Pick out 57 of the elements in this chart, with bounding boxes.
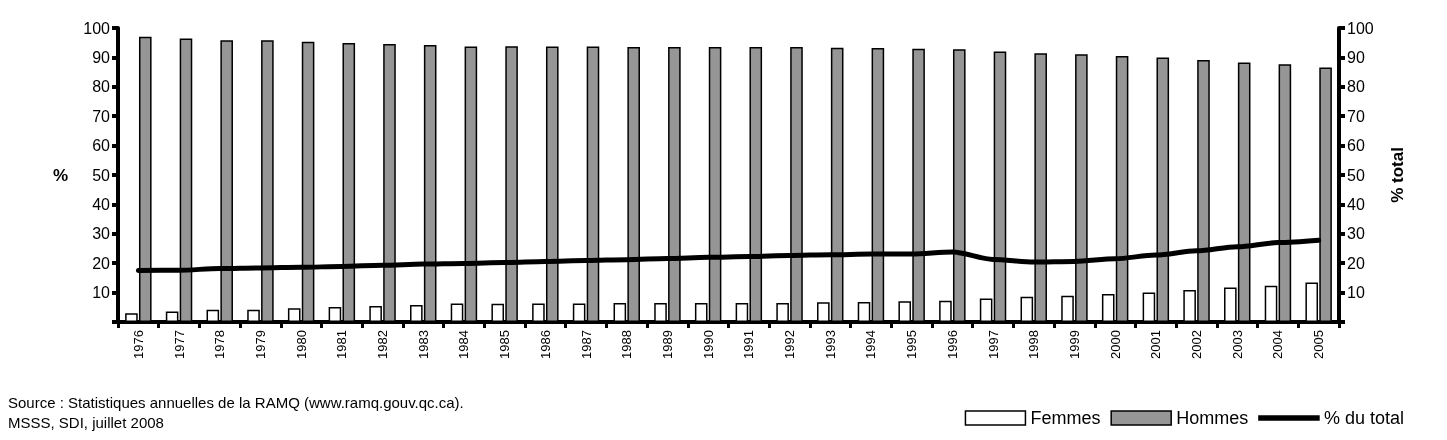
- x-tick-label: 1987: [578, 330, 594, 359]
- legend-label: Femmes: [1030, 408, 1101, 428]
- y-tick-label: 70: [92, 107, 111, 125]
- x-tick-label: 1986: [537, 330, 553, 359]
- x-tick-label: 1991: [741, 330, 757, 359]
- x-tick-label: 1980: [293, 330, 309, 359]
- x-tick-label: 1978: [212, 330, 228, 359]
- y-tick-label: 50: [92, 166, 111, 184]
- y-tick-label: 90: [92, 48, 111, 66]
- x-tick-label: 1988: [619, 330, 635, 359]
- y2-tick-label: 60: [1347, 137, 1365, 155]
- y2-tick-label: 30: [1347, 225, 1365, 243]
- x-tick-label: 1995: [904, 330, 920, 359]
- x-tick-label: 2001: [1148, 330, 1164, 359]
- x-tick-label: 2003: [1229, 330, 1245, 359]
- y-tick-label: 100: [83, 19, 111, 37]
- y-tick-label: 10: [92, 284, 111, 302]
- x-tick-label: 1990: [700, 330, 716, 359]
- x-tick-label: 1989: [659, 330, 675, 359]
- y2-tick-label: 80: [1347, 78, 1365, 96]
- y2-tick-label: 20: [1347, 254, 1365, 272]
- x-tick-label: 1993: [822, 330, 838, 359]
- x-tick-label: 1982: [375, 330, 391, 359]
- x-tick-label: 1992: [782, 330, 798, 359]
- y2-axis-title: % total: [1388, 147, 1407, 203]
- y2-tick-label: 10: [1347, 284, 1365, 302]
- x-tick-label: 1994: [863, 330, 879, 359]
- x-tick-label: 2005: [1311, 330, 1327, 359]
- text: MSSS, SDI, juillet 2008: [8, 414, 164, 431]
- y-tick-label: 20: [92, 254, 111, 272]
- x-tick-label: 1977: [171, 330, 187, 359]
- x-tick-label: 2004: [1270, 330, 1286, 359]
- y2-tick-label: 70: [1347, 107, 1365, 125]
- x-tick-label: 1985: [497, 330, 513, 359]
- y-tick-label: 60: [92, 137, 111, 155]
- y-tick-label: 30: [92, 225, 111, 243]
- x-tick-label: 1996: [944, 330, 960, 359]
- source-note: Source : Statistiques annuelles de la RAMQ (www.ramq.gouv.qc.ca).: [8, 394, 464, 411]
- y-tick-label: 80: [92, 78, 111, 96]
- legend-label: Hommes: [1176, 408, 1249, 428]
- legend-label: % du total: [1323, 408, 1405, 428]
- x-tick-label: 1999: [1066, 330, 1082, 359]
- y-tick-label: 40: [92, 195, 111, 213]
- x-tick-label: 1981: [334, 330, 350, 359]
- y2-tick-label: 40: [1347, 195, 1365, 213]
- x-tick-label: 1984: [456, 330, 472, 359]
- y2-tick-label: 100: [1347, 19, 1374, 37]
- x-tick-label: 1979: [252, 330, 268, 359]
- x-tick-label: 2002: [1189, 330, 1205, 359]
- x-tick-label: 1983: [415, 330, 431, 359]
- x-tick-label: 2000: [1107, 330, 1123, 359]
- x-tick-label: 1976: [130, 330, 146, 359]
- y2-tick-label: 90: [1347, 48, 1365, 66]
- x-tick-label: 1997: [985, 330, 1001, 359]
- y2-tick-label: 50: [1347, 166, 1365, 184]
- y-axis-title: %: [52, 165, 68, 185]
- x-tick-label: 1998: [1026, 330, 1042, 359]
